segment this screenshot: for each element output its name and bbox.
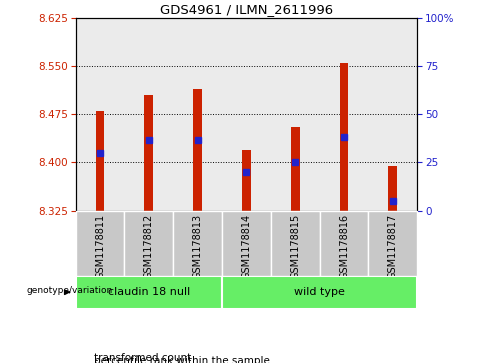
Text: GSM1178814: GSM1178814 <box>242 214 251 279</box>
Bar <box>222 18 271 211</box>
Bar <box>124 18 173 211</box>
Text: wild type: wild type <box>294 287 345 297</box>
Bar <box>76 211 124 276</box>
Bar <box>320 211 368 276</box>
Bar <box>193 89 202 211</box>
Bar <box>368 18 417 211</box>
Bar <box>271 18 320 211</box>
Bar <box>124 211 173 276</box>
Title: GDS4961 / ILMN_2611996: GDS4961 / ILMN_2611996 <box>160 3 333 16</box>
Bar <box>388 166 397 211</box>
Text: percentile rank within the sample: percentile rank within the sample <box>94 356 270 363</box>
Bar <box>76 276 222 309</box>
Text: GSM1178813: GSM1178813 <box>193 214 203 279</box>
Bar <box>173 18 222 211</box>
Text: GSM1178815: GSM1178815 <box>290 214 300 279</box>
Text: GSM1178816: GSM1178816 <box>339 214 349 279</box>
Text: genotype/variation: genotype/variation <box>26 286 113 295</box>
Text: claudin 18 null: claudin 18 null <box>108 287 190 297</box>
Bar <box>271 211 320 276</box>
Bar <box>173 211 222 276</box>
Bar <box>222 211 271 276</box>
Bar <box>96 111 104 211</box>
Text: GSM1178811: GSM1178811 <box>95 214 105 279</box>
Bar <box>340 63 348 211</box>
Text: GSM1178817: GSM1178817 <box>388 214 398 279</box>
Text: transformed count: transformed count <box>94 353 191 363</box>
Bar <box>320 18 368 211</box>
Bar <box>368 211 417 276</box>
Bar <box>291 127 300 211</box>
Bar <box>222 276 417 309</box>
Text: GSM1178812: GSM1178812 <box>144 214 154 279</box>
Bar <box>242 150 251 211</box>
Bar <box>76 18 124 211</box>
Bar <box>144 95 153 211</box>
